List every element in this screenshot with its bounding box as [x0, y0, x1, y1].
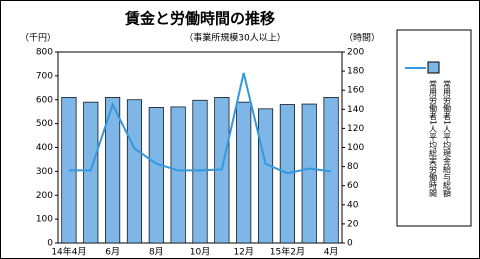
y2-tick-label: 140 — [347, 105, 364, 115]
y-tick-label: 300 — [36, 167, 53, 177]
legend-label: 常用労働者1人平均現金給与総額 — [443, 80, 452, 198]
y-tick-label: 600 — [36, 95, 53, 105]
y2-tick-label: 160 — [347, 86, 364, 96]
x-tick-label: 8月 — [149, 247, 164, 258]
x-tick-label: 14年4月 — [51, 246, 86, 258]
y2-tick-label: 80 — [347, 162, 359, 172]
y2-tick-label: 60 — [347, 181, 359, 191]
legend-swatch — [427, 61, 440, 74]
y-tick-label: 400 — [36, 143, 53, 153]
bar — [301, 103, 317, 244]
x-tick-label: 15年2月 — [270, 246, 305, 258]
y2-tick-label: 120 — [347, 124, 364, 134]
bar — [236, 101, 252, 244]
bar — [170, 106, 186, 244]
y2-tick-label: 180 — [347, 67, 364, 77]
y2-tick-label: 100 — [347, 143, 364, 153]
y-axis-label: （千円） — [20, 33, 56, 44]
bar — [257, 108, 274, 244]
x-tick-label: 12月 — [233, 247, 253, 258]
y-tick-label: 800 — [36, 48, 53, 58]
y-tick-label: 200 — [36, 191, 53, 201]
y2-tick-label: 40 — [347, 200, 359, 210]
y2-axis-label: （時間） — [344, 33, 380, 44]
x-tick-label: 6月 — [105, 247, 120, 258]
y-tick-label: 0 — [47, 239, 53, 249]
y2-tick-label: 200 — [347, 48, 364, 58]
x-tick-label: 10月 — [190, 247, 210, 258]
y2-tick-label: 20 — [347, 219, 359, 229]
bar — [192, 99, 208, 244]
legend-label: 常用労働者1人平均総実労働時間 — [429, 80, 438, 198]
bar — [126, 99, 143, 244]
y-tick-label: 100 — [36, 215, 53, 225]
bar — [83, 101, 99, 244]
chart-subtitle: （事業所規模30人以上） — [184, 32, 285, 44]
bar — [148, 107, 164, 244]
y-tick-label: 500 — [36, 119, 53, 129]
chart-title: 賃金と労働時間の推移 — [124, 10, 275, 28]
y2-tick-label: 0 — [347, 239, 353, 249]
bar — [105, 97, 121, 244]
x-tick-label: 4月 — [324, 247, 339, 258]
y-tick-label: 700 — [36, 71, 53, 81]
line — [68, 72, 332, 175]
